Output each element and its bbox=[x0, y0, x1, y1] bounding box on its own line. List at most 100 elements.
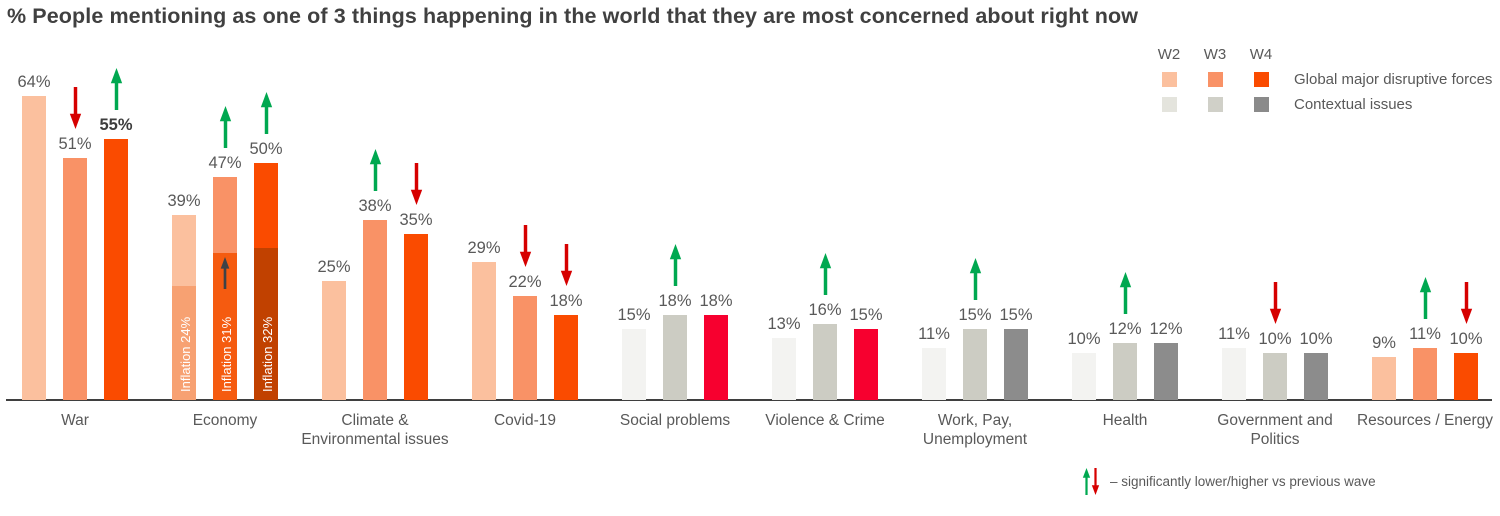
bar-w2 bbox=[472, 262, 496, 400]
value-label: 12% bbox=[1108, 320, 1142, 338]
value-label: 10% bbox=[1067, 329, 1101, 348]
bar-group: 10% 12% 12% Health bbox=[1050, 0, 1200, 516]
chart-title: % People mentioning as one of 3 things h… bbox=[7, 4, 1139, 28]
bar-w3 bbox=[963, 328, 987, 400]
footnote-up-arrow-icon bbox=[1082, 468, 1091, 495]
value-label: 55% bbox=[99, 115, 133, 134]
legend-label-disruptive: Global major disruptive forces bbox=[1294, 71, 1493, 88]
category-label: Government and Politics bbox=[1217, 412, 1333, 448]
significance-arrow-down-icon bbox=[519, 224, 531, 267]
legend-row-disruptive: Global major disruptive forces bbox=[1146, 71, 1492, 88]
legend-swatch-disruptive-w4 bbox=[1253, 72, 1269, 87]
value-label: 38% bbox=[358, 196, 392, 215]
value-label: 11% bbox=[918, 324, 950, 343]
legend-wave-w3: W3 bbox=[1203, 46, 1227, 63]
bar-w4 bbox=[854, 328, 878, 400]
category-label: Resources / Energy bbox=[1356, 412, 1494, 429]
category-label: Violence & Crime bbox=[765, 412, 885, 429]
legend-wave-w2: W2 bbox=[1157, 46, 1181, 63]
significance-arrow-up-icon bbox=[1419, 276, 1431, 319]
bar-w2 bbox=[322, 281, 346, 400]
category-label: Work, Pay, Unemployment bbox=[922, 412, 1028, 448]
bar-w4 bbox=[1454, 352, 1478, 400]
significance-arrow-up-icon bbox=[260, 91, 272, 134]
significance-arrow-up-icon bbox=[1119, 272, 1131, 314]
bar-w4 bbox=[1304, 352, 1328, 400]
value-label: 29% bbox=[467, 239, 501, 258]
bar-w2 bbox=[922, 347, 946, 400]
significance-arrow-up-icon bbox=[669, 243, 681, 286]
bar-group: 11% 10% 10% Government and Politics bbox=[1200, 0, 1350, 516]
value-label: 15% bbox=[849, 305, 883, 324]
bar-w3 bbox=[1413, 347, 1437, 400]
significance-arrow-up-icon bbox=[110, 67, 122, 110]
value-label: 10% bbox=[1258, 329, 1292, 348]
bar-w4 bbox=[554, 314, 578, 400]
inflation-label: Inflation 24% bbox=[178, 316, 193, 392]
inflation-trend-arrow-icon bbox=[220, 256, 230, 289]
inflation-label: Inflation 32% bbox=[260, 316, 275, 392]
bar-w2 bbox=[772, 338, 796, 400]
bar-group: 9% 11% 10% Resources / Energy bbox=[1350, 0, 1500, 516]
legend-row-contextual: Contextual issues bbox=[1146, 96, 1492, 113]
value-label: 12% bbox=[1149, 320, 1183, 338]
bar-w2 bbox=[622, 328, 646, 400]
category-label: War bbox=[61, 412, 89, 429]
significance-arrow-up-icon bbox=[219, 105, 231, 148]
significance-arrow-up-icon bbox=[819, 253, 831, 295]
value-label: 15% bbox=[617, 305, 651, 324]
category-label: Economy bbox=[192, 412, 258, 429]
inflation-label: Inflation 31% bbox=[219, 316, 234, 392]
legend-swatch-disruptive-w3 bbox=[1207, 72, 1223, 87]
legend-swatch-contextual-w4 bbox=[1253, 97, 1269, 112]
bar-group: 29% 22% 18% Covid-19 bbox=[450, 0, 600, 516]
significance-arrow-down-icon bbox=[410, 162, 422, 205]
legend-swatch-contextual-w3 bbox=[1207, 97, 1223, 112]
category-label: Social problems bbox=[619, 412, 731, 429]
bar-w3: Inflation 31% bbox=[213, 176, 237, 400]
legend: W2 W3 W4 Global major disruptive forces … bbox=[1146, 46, 1493, 113]
value-label: 15% bbox=[999, 305, 1033, 324]
significance-arrow-down-icon bbox=[69, 86, 81, 129]
footnote-down-arrow-icon bbox=[1091, 468, 1100, 495]
bar-w4 bbox=[1154, 343, 1178, 400]
significance-arrow-up-icon bbox=[969, 257, 981, 300]
legend-swatch-contextual-w2 bbox=[1161, 97, 1177, 112]
category-label: Covid-19 bbox=[493, 412, 557, 429]
bar-w2 bbox=[1072, 352, 1096, 400]
value-label: 22% bbox=[508, 272, 542, 291]
value-label: 51% bbox=[58, 134, 92, 153]
value-label: 11% bbox=[1409, 324, 1441, 343]
significance-footnote: – significantly lower/higher vs previous… bbox=[1082, 468, 1376, 495]
bar-w4 bbox=[104, 138, 128, 400]
significance-arrow-down-icon bbox=[560, 243, 572, 286]
inflation-overlay: Inflation 24% bbox=[172, 286, 196, 400]
bar-w3 bbox=[813, 324, 837, 400]
value-label: 25% bbox=[317, 258, 351, 277]
bar-w3 bbox=[513, 295, 537, 400]
bar-w3 bbox=[663, 314, 687, 400]
bar-w4 bbox=[704, 314, 728, 400]
bar-group: 15% 18% 18% Social problems bbox=[600, 0, 750, 516]
value-label: 11% bbox=[1218, 324, 1250, 343]
bar-group: 13% 16% 15% Violence & Crime bbox=[750, 0, 900, 516]
legend-swatch-disruptive-w2 bbox=[1161, 72, 1177, 87]
value-label: 10% bbox=[1449, 329, 1483, 348]
legend-wave-w4: W4 bbox=[1249, 46, 1273, 63]
significance-arrow-down-icon bbox=[1460, 281, 1472, 324]
bar-w2 bbox=[1222, 347, 1246, 400]
value-label: 47% bbox=[208, 153, 242, 172]
value-label: 39% bbox=[167, 191, 201, 210]
bar-w3 bbox=[1113, 343, 1137, 400]
significance-arrow-down-icon bbox=[1269, 281, 1281, 324]
bar-w3 bbox=[63, 157, 87, 400]
bar-w2 bbox=[1372, 357, 1396, 400]
bar-w3 bbox=[363, 219, 387, 400]
category-label: Health bbox=[1102, 412, 1148, 429]
value-label: 9% bbox=[1372, 334, 1396, 353]
significance-footnote-text: – significantly lower/higher vs previous… bbox=[1110, 474, 1376, 489]
value-label: 13% bbox=[767, 315, 801, 334]
bar-w4 bbox=[404, 233, 428, 400]
